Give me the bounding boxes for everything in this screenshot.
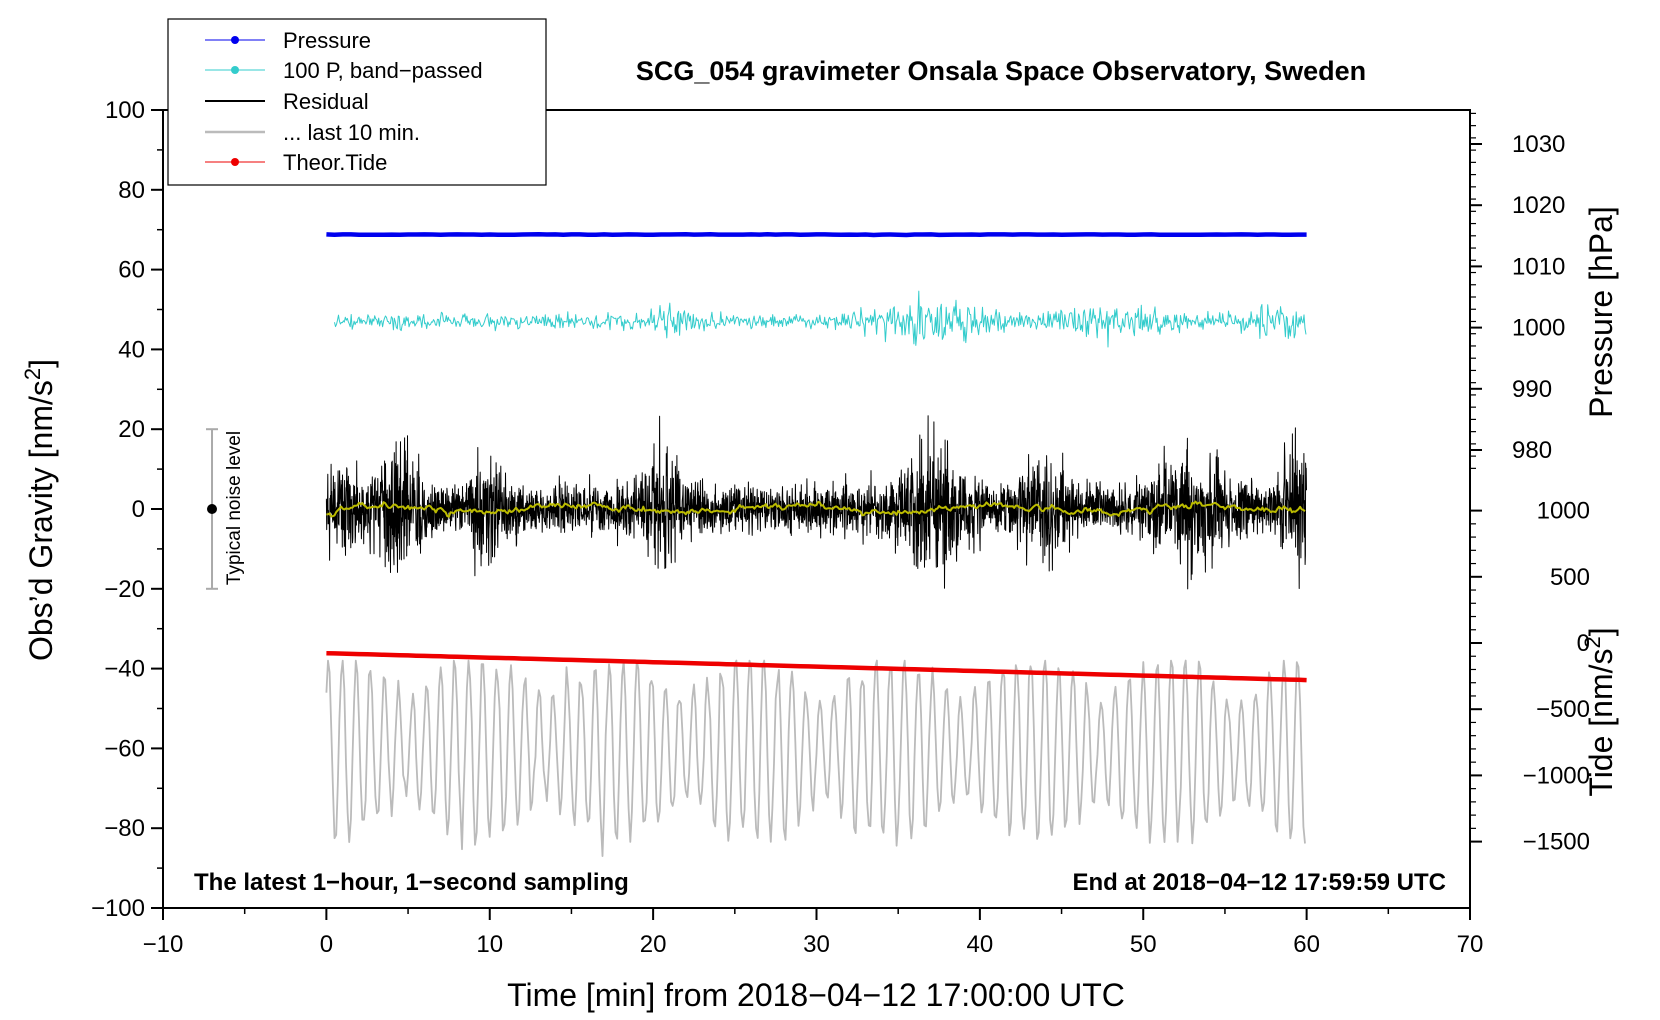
y-axis-gravity: 100 80 60 40 20 0 −20 −40 −60 −80 −100 [91, 97, 163, 922]
x-tick-label: 40 [967, 931, 994, 958]
bandpassed-line [334, 290, 1307, 348]
pressure-line [326, 232, 1307, 238]
y-tick-label: −80 [104, 815, 145, 842]
pressure-tick-label: 990 [1512, 376, 1552, 403]
x-tick-label: 70 [1457, 931, 1484, 958]
x-axis: −10 0 10 20 30 40 50 60 70 [143, 908, 1484, 958]
legend-label-last10: ... last 10 min. [283, 120, 420, 145]
tide-tick-label: −500 [1536, 696, 1590, 723]
legend-label-residual: Residual [283, 89, 369, 114]
tide-tick-label: −1000 [1523, 762, 1590, 789]
noise-level-indicator: Typical noise level [206, 428, 245, 590]
pressure-tick-label: 1020 [1512, 192, 1565, 219]
residual-line [325, 415, 1307, 590]
y-axis-label: Obs’d Gravity [nm/s2] [20, 359, 59, 661]
legend-item-residual: Residual [205, 89, 369, 114]
tide-tick-label: −1500 [1523, 829, 1590, 856]
x-axis-label: Time [min] from 2018−04−12 17:00:00 UTC [507, 977, 1125, 1013]
series-tide [326, 650, 1307, 683]
legend-item-tide: Theor.Tide [205, 150, 387, 175]
tide-axis-label: Tide [nm/s2] [1580, 627, 1619, 796]
noise-level-dot [207, 504, 218, 514]
x-tick-label: −10 [143, 931, 184, 958]
x-tick-label: 0 [320, 931, 333, 958]
x-tick-label: 30 [803, 931, 830, 958]
tide-tick-label: 0 [1577, 630, 1590, 657]
legend-marker-pressure [231, 36, 239, 44]
y-tick-label: 0 [132, 496, 145, 523]
x-tick-label: 10 [476, 931, 503, 958]
pressure-tick-label: 1010 [1512, 253, 1565, 280]
legend-item-pressure: Pressure [205, 28, 371, 53]
legend-marker-tide [231, 158, 239, 166]
smoothed-residual-line [326, 500, 1306, 518]
y-tick-label: −40 [104, 656, 145, 683]
y-axis-pressure: 1030 1020 1010 1000 990 980 [1470, 112, 1565, 469]
series-residual [325, 415, 1307, 590]
last10-line [325, 659, 1306, 857]
series-bandpassed [334, 290, 1307, 348]
x-tick-label: 60 [1293, 931, 1320, 958]
y-tick-label: −20 [104, 576, 145, 603]
pressure-tick-label: 1030 [1512, 131, 1565, 158]
legend-label-pressure: Pressure [283, 28, 371, 53]
y-axis-tide: 1000 500 0 −500 −1000 −1500 [1470, 498, 1590, 856]
tide-tick-label: 1000 [1537, 498, 1590, 525]
x-tick-label: 50 [1130, 931, 1157, 958]
y-tick-label: 80 [118, 177, 145, 204]
y-tick-label: −100 [91, 895, 145, 922]
y-tick-label: 100 [105, 97, 145, 124]
noise-level-label: Typical noise level [224, 431, 245, 585]
legend-item-bandpassed: 100 P, band−passed [205, 58, 483, 83]
legend-label-bandpassed: 100 P, band−passed [283, 58, 483, 83]
tide-line [326, 650, 1307, 683]
sampling-note: The latest 1−hour, 1−second sampling [194, 869, 629, 896]
legend-label-tide: Theor.Tide [283, 150, 387, 175]
legend-marker-bandpassed [231, 66, 239, 74]
y-tick-label: 40 [118, 336, 145, 363]
series-smoothed [326, 500, 1306, 518]
y-tick-label: 60 [118, 257, 145, 284]
chart-title: SCG_054 gravimeter Onsala Space Observat… [636, 56, 1366, 86]
pressure-tick-label: 980 [1512, 437, 1552, 464]
tide-tick-label: 500 [1550, 564, 1590, 591]
y-tick-label: −60 [104, 735, 145, 762]
series-last10 [325, 659, 1306, 857]
legend: Pressure 100 P, band−passed Residual ...… [167, 18, 547, 186]
y-tick-label: 20 [118, 416, 145, 443]
pressure-tick-label: 1000 [1512, 315, 1565, 342]
x-tick-label: 20 [640, 931, 667, 958]
series-pressure [326, 232, 1307, 238]
end-time-note: End at 2018−04−12 17:59:59 UTC [1072, 869, 1446, 896]
pressure-axis-label: Pressure [hPa] [1583, 206, 1619, 418]
legend-item-last10: ... last 10 min. [205, 120, 420, 145]
